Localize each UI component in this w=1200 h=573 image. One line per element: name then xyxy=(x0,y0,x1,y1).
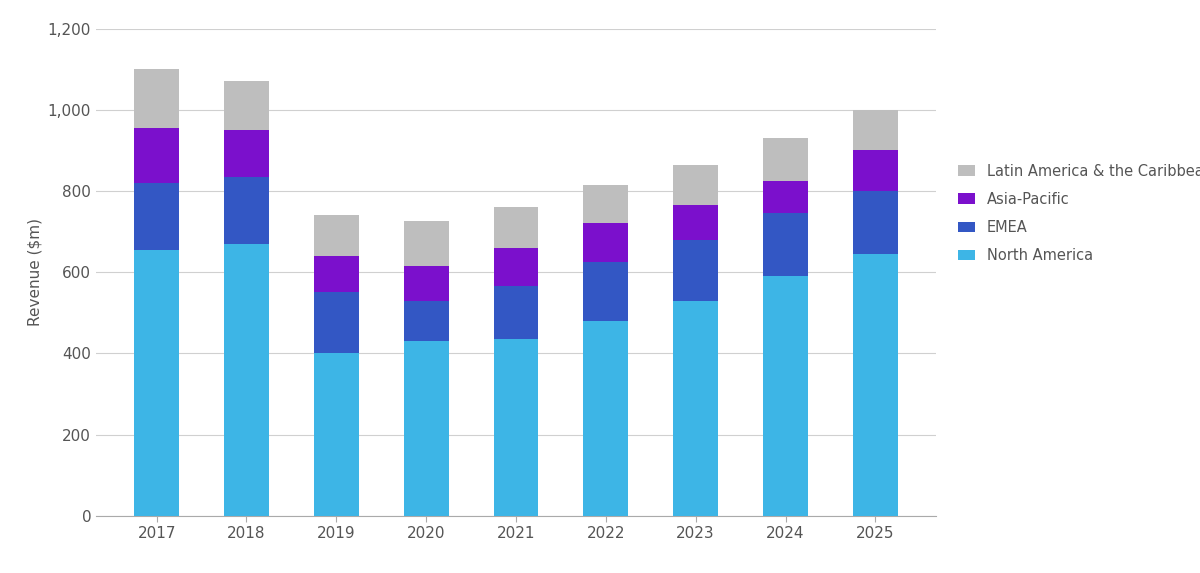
Bar xyxy=(493,339,539,516)
Bar xyxy=(763,213,808,276)
Bar xyxy=(583,262,629,321)
Bar xyxy=(224,177,269,244)
Bar xyxy=(673,164,718,205)
Bar xyxy=(403,341,449,516)
Bar xyxy=(583,321,629,516)
Bar xyxy=(493,248,539,286)
Bar xyxy=(403,221,449,266)
Legend: Latin America & the Caribbean, Asia-Pacific, EMEA, North America: Latin America & the Caribbean, Asia-Paci… xyxy=(952,158,1200,269)
Bar xyxy=(583,223,629,262)
Bar xyxy=(403,301,449,341)
Bar xyxy=(763,138,808,181)
Bar xyxy=(673,301,718,516)
Bar xyxy=(493,207,539,248)
Bar xyxy=(673,205,718,240)
Bar xyxy=(403,266,449,301)
Bar xyxy=(224,81,269,130)
Bar xyxy=(853,254,898,516)
Bar xyxy=(673,240,718,301)
Y-axis label: Revenue ($m): Revenue ($m) xyxy=(28,218,42,326)
Bar xyxy=(314,215,359,256)
Bar xyxy=(314,354,359,516)
Bar xyxy=(763,276,808,516)
Bar xyxy=(314,256,359,292)
Bar xyxy=(853,150,898,191)
Bar xyxy=(493,286,539,339)
Bar xyxy=(134,128,179,183)
Bar xyxy=(853,110,898,150)
Bar xyxy=(134,183,179,250)
Bar xyxy=(583,185,629,223)
Bar xyxy=(763,181,808,213)
Bar xyxy=(224,130,269,177)
Bar xyxy=(134,69,179,128)
Bar xyxy=(134,250,179,516)
Bar xyxy=(224,244,269,516)
Bar xyxy=(853,191,898,254)
Bar xyxy=(314,292,359,354)
